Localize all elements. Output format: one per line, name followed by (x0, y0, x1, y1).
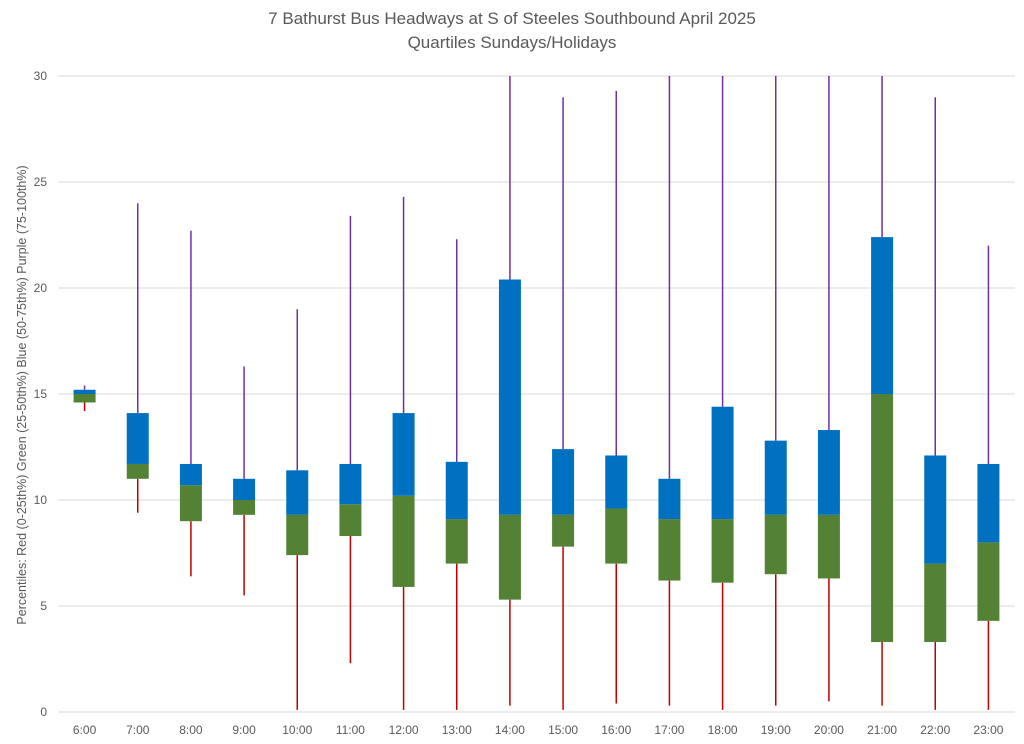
x-tick-label: 16:00 (601, 723, 631, 737)
box-lower (445, 519, 468, 564)
box-lower (977, 542, 1000, 621)
chart-title: 7 Bathurst Bus Headways at S of Steeles … (268, 9, 756, 28)
box-19:00 (764, 76, 787, 706)
box-lower (286, 514, 309, 556)
box-lower (605, 508, 628, 564)
x-axis: 6:00 7:00 8:00 9:00 10:00 11:00 12:00 13:00 14:0… (73, 723, 1004, 737)
x-tick-label: 18:00 (708, 723, 738, 737)
x-tick-label: 6:00 (73, 723, 97, 737)
x-tick-label: 15:00 (548, 723, 578, 737)
box-upper (445, 461, 468, 520)
box-upper (179, 463, 202, 486)
grid-layer (58, 75, 1015, 713)
x-tick-label: 22:00 (920, 723, 950, 737)
box-upper (924, 455, 947, 564)
box-lower (339, 504, 362, 537)
y-tick-label: 25 (34, 175, 48, 189)
box-upper (817, 430, 840, 515)
x-tick-label: 13:00 (442, 723, 472, 737)
box-upper (233, 478, 256, 500)
y-axis-label: Percentiles: Red (0-25th%) Green (25-50t… (15, 165, 29, 624)
y-tick-label: 30 (34, 69, 48, 83)
box-15:00 (552, 97, 575, 710)
box-upper (498, 279, 521, 515)
x-tick-label: 8:00 (179, 723, 203, 737)
box-lower (817, 514, 840, 579)
box-upper (339, 463, 362, 505)
box-upper (73, 389, 96, 394)
box-10:00 (286, 309, 309, 710)
box-lower (711, 519, 734, 583)
box-20:00 (817, 76, 840, 702)
box-lower (233, 500, 256, 515)
box-6:00 (73, 385, 96, 411)
y-tick-label: 15 (34, 387, 48, 401)
box-layer (73, 76, 1000, 710)
chart-subtitle: Quartiles Sundays/Holidays (407, 33, 617, 52)
box-17:00 (658, 76, 681, 706)
box-lower (764, 514, 787, 575)
x-tick-label: 23:00 (973, 723, 1003, 737)
box-12:00 (392, 196, 415, 710)
box-lower (498, 514, 521, 600)
x-tick-label: 19:00 (761, 723, 791, 737)
x-tick-label: 21:00 (867, 723, 897, 737)
box-7:00 (126, 203, 149, 513)
box-upper (552, 449, 575, 515)
x-tick-label: 17:00 (654, 723, 684, 737)
box-upper (871, 237, 894, 394)
y-tick-label: 5 (40, 599, 47, 613)
box-lower (179, 485, 202, 522)
box-upper (605, 455, 628, 509)
box-23:00 (977, 245, 1000, 710)
x-tick-label: 11:00 (336, 723, 365, 737)
box-9:00 (233, 366, 256, 596)
box-21:00 (871, 76, 894, 706)
box-lower (924, 563, 947, 643)
box-lower (552, 514, 575, 547)
y-tick-label: 10 (34, 493, 48, 507)
box-lower (73, 394, 96, 403)
box-8:00 (179, 230, 202, 577)
box-18:00 (711, 76, 734, 710)
box-upper (764, 440, 787, 515)
box-lower (392, 495, 415, 587)
box-22:00 (924, 97, 947, 710)
y-tick-label: 20 (34, 281, 48, 295)
x-tick-label: 12:00 (389, 723, 419, 737)
box-upper (392, 413, 415, 496)
box-lower (126, 463, 149, 479)
box-14:00 (498, 76, 521, 706)
box-upper (286, 470, 309, 515)
x-tick-label: 10:00 (282, 723, 312, 737)
x-tick-label: 20:00 (814, 723, 844, 737)
box-upper (126, 413, 149, 464)
x-tick-label: 7:00 (126, 723, 150, 737)
box-lower (871, 394, 894, 643)
box-lower (658, 519, 681, 581)
box-13:00 (445, 239, 468, 710)
box-upper (977, 463, 1000, 543)
box-11:00 (339, 215, 362, 664)
x-tick-label: 14:00 (495, 723, 525, 737)
y-tick-label: 0 (40, 705, 47, 719)
x-tick-label: 9:00 (232, 723, 256, 737)
box-upper (711, 406, 734, 520)
box-16:00 (605, 90, 628, 704)
y-axis: 0 5 10 15 20 25 30 (34, 69, 48, 719)
box-upper (658, 478, 681, 520)
